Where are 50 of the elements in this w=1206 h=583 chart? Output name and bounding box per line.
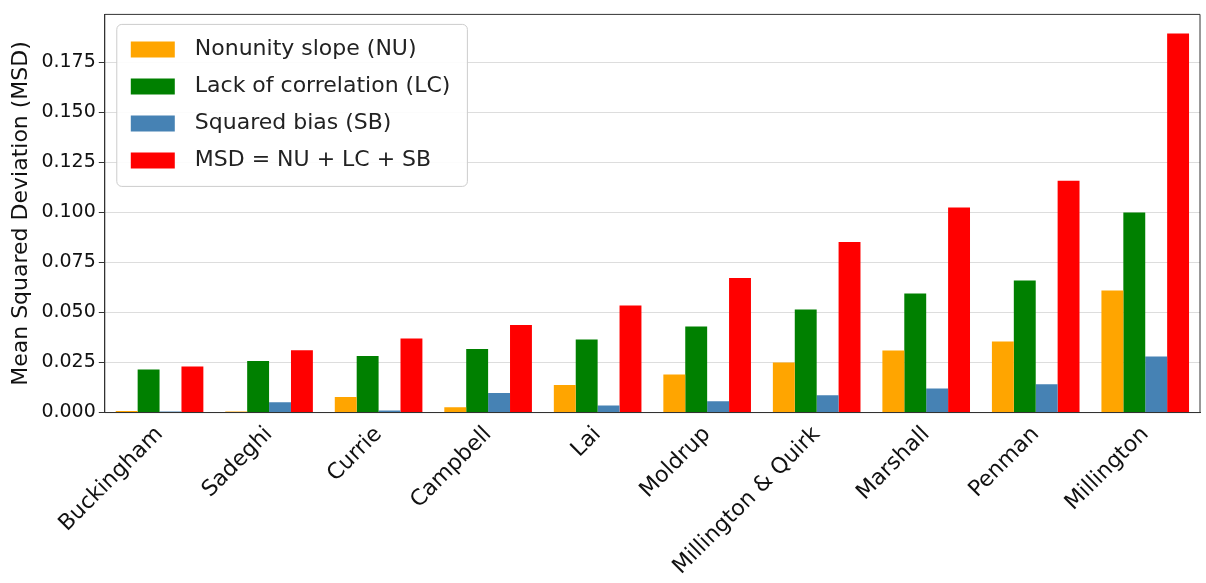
bar — [510, 324, 532, 413]
bar — [1013, 280, 1036, 413]
legend-label: Nonunity slope (NU) — [194, 35, 417, 61]
legend-label: MSD = NU + LC + SB — [194, 146, 432, 172]
bar — [663, 374, 686, 413]
bar — [400, 338, 423, 413]
bar — [137, 369, 160, 413]
bar — [882, 350, 905, 413]
bar — [1123, 212, 1146, 413]
bar — [488, 392, 511, 413]
bar — [1035, 384, 1058, 413]
bar — [597, 405, 620, 413]
bar — [619, 305, 642, 413]
bar — [356, 355, 379, 413]
x-tick-label: Lai — [565, 420, 606, 461]
y-tick-label: 0.000 — [41, 399, 96, 422]
y-tick-label: 0.025 — [41, 349, 96, 372]
bar — [838, 241, 861, 413]
bar — [1057, 180, 1080, 413]
bar — [948, 207, 971, 413]
bar — [466, 348, 489, 413]
bar — [290, 350, 313, 413]
bar — [444, 407, 467, 413]
bar — [1145, 356, 1168, 413]
bar — [334, 396, 357, 413]
bar — [816, 395, 839, 413]
bar — [926, 388, 949, 413]
y-tick-label: 0.075 — [41, 249, 96, 272]
bar — [991, 341, 1014, 413]
bar — [247, 360, 270, 413]
y-tick-label: 0.050 — [41, 299, 96, 322]
bar — [685, 326, 708, 413]
y-tick-label: 0.175 — [41, 49, 96, 72]
y-tick-label: 0.125 — [41, 149, 96, 172]
bar — [1101, 290, 1124, 413]
bar — [794, 309, 817, 413]
bar — [575, 339, 598, 413]
bar — [269, 402, 291, 413]
bar — [181, 366, 204, 413]
legend-label: Squared bias (SB) — [194, 109, 392, 135]
y-tick-label: 0.100 — [41, 199, 96, 222]
y-tick-label: 0.150 — [41, 99, 96, 122]
bar — [707, 401, 730, 413]
bar — [553, 384, 576, 413]
legend-label: Lack of correlation (LC) — [194, 72, 451, 98]
bar — [1167, 33, 1190, 413]
bar — [729, 278, 751, 413]
bar — [772, 362, 795, 413]
y-axis-title: Mean Squared Deviation (MSD) — [6, 41, 32, 386]
bar — [904, 293, 927, 413]
